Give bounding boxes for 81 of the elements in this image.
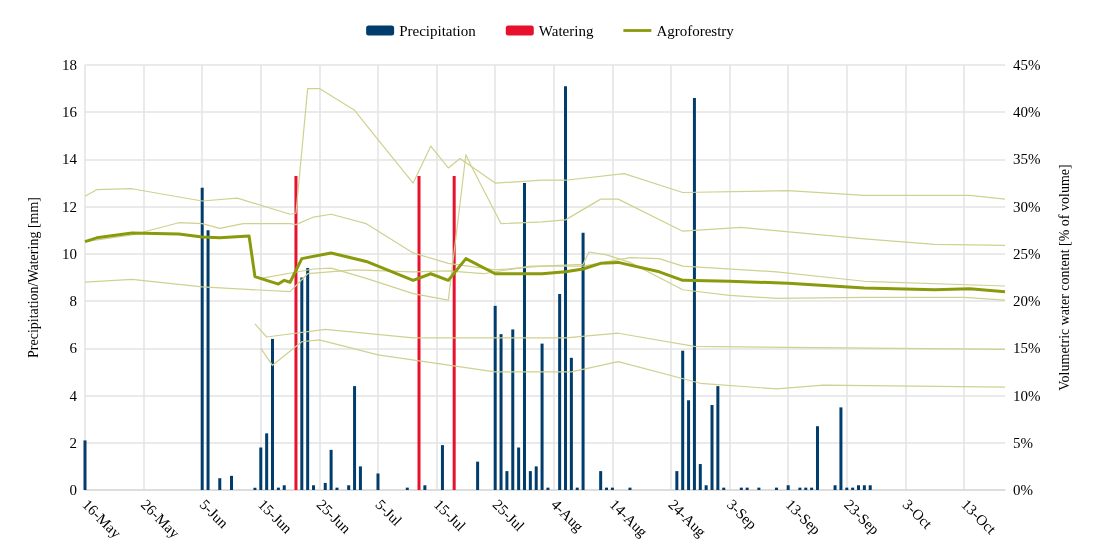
bar xyxy=(83,440,87,490)
line-series xyxy=(83,231,1007,294)
legend-label: Agroforestry xyxy=(656,22,735,39)
line-series xyxy=(260,339,1006,390)
bar xyxy=(511,329,515,490)
bar xyxy=(599,471,603,490)
bar xyxy=(710,405,714,490)
y-tick-label: 2 xyxy=(69,434,77,451)
bar xyxy=(681,350,685,490)
bar xyxy=(528,471,532,490)
y-tick-label: 18 xyxy=(62,57,77,73)
bar xyxy=(353,386,357,490)
y2-tick-label: 15% xyxy=(1013,340,1041,357)
bar xyxy=(230,475,233,490)
bar xyxy=(329,449,333,490)
y2-axis-title: Volumetric water content [% of volume] xyxy=(1056,164,1072,391)
y2-tick-label: 5% xyxy=(1013,434,1033,451)
bar xyxy=(452,175,456,490)
y-tick-label: 6 xyxy=(69,340,78,357)
y-tick-label: 14 xyxy=(62,151,78,168)
y2-tick-label: 30% xyxy=(1013,198,1041,215)
bar xyxy=(423,485,427,490)
y2-tick-label: 35% xyxy=(1013,151,1041,168)
bar xyxy=(440,445,444,490)
y2-tick-label: 20% xyxy=(1013,293,1041,310)
y2-tick-label: 10% xyxy=(1013,387,1041,404)
bar xyxy=(376,473,380,490)
bar xyxy=(312,485,316,490)
y2-tick-label: 45% xyxy=(1013,57,1041,73)
y-tick-label: 10 xyxy=(62,245,77,262)
bar xyxy=(687,400,691,490)
y-tick-label: 0 xyxy=(69,482,77,498)
bar xyxy=(499,334,503,490)
legend-label: Precipitation xyxy=(399,22,477,39)
y2-tick-label: 0% xyxy=(1013,482,1033,498)
bar xyxy=(417,175,421,490)
bar xyxy=(692,98,696,490)
y-tick-label: 16 xyxy=(62,104,78,121)
bar xyxy=(569,357,573,490)
legend-label: Watering xyxy=(538,22,594,39)
bar xyxy=(522,183,526,490)
bar xyxy=(862,485,866,490)
bar xyxy=(347,485,351,490)
bar xyxy=(815,426,819,490)
bar xyxy=(358,466,362,490)
y-tick-label: 4 xyxy=(69,387,78,404)
y-tick-label: 8 xyxy=(69,293,77,310)
bar xyxy=(786,485,790,490)
bar xyxy=(704,485,708,490)
y2-tick-label: 40% xyxy=(1013,104,1041,121)
bar xyxy=(493,305,497,490)
bar xyxy=(505,471,509,490)
bar xyxy=(271,338,275,490)
bar xyxy=(294,175,298,490)
bar xyxy=(675,471,679,490)
y-axis-title: Precipitation/Watering [mm] xyxy=(25,197,41,358)
y2-tick-label: 25% xyxy=(1013,245,1041,262)
bar xyxy=(534,466,538,490)
bar xyxy=(200,187,204,490)
bar xyxy=(259,447,263,490)
bar xyxy=(581,232,585,490)
bar xyxy=(839,407,843,490)
bar xyxy=(564,86,568,490)
bar xyxy=(716,386,720,490)
y-tick-label: 12 xyxy=(62,198,77,215)
bar xyxy=(558,294,562,490)
bar xyxy=(218,478,222,490)
bar xyxy=(517,447,521,490)
bar xyxy=(265,433,269,490)
bar xyxy=(323,482,327,490)
bar xyxy=(300,277,304,490)
bar xyxy=(833,485,837,490)
bar xyxy=(698,464,702,490)
bar xyxy=(206,230,210,490)
line-series xyxy=(254,323,1006,350)
bar xyxy=(868,485,872,490)
bar xyxy=(857,485,860,490)
bar xyxy=(306,268,310,490)
bar xyxy=(540,343,544,490)
bar xyxy=(476,461,480,490)
bar xyxy=(282,485,286,490)
